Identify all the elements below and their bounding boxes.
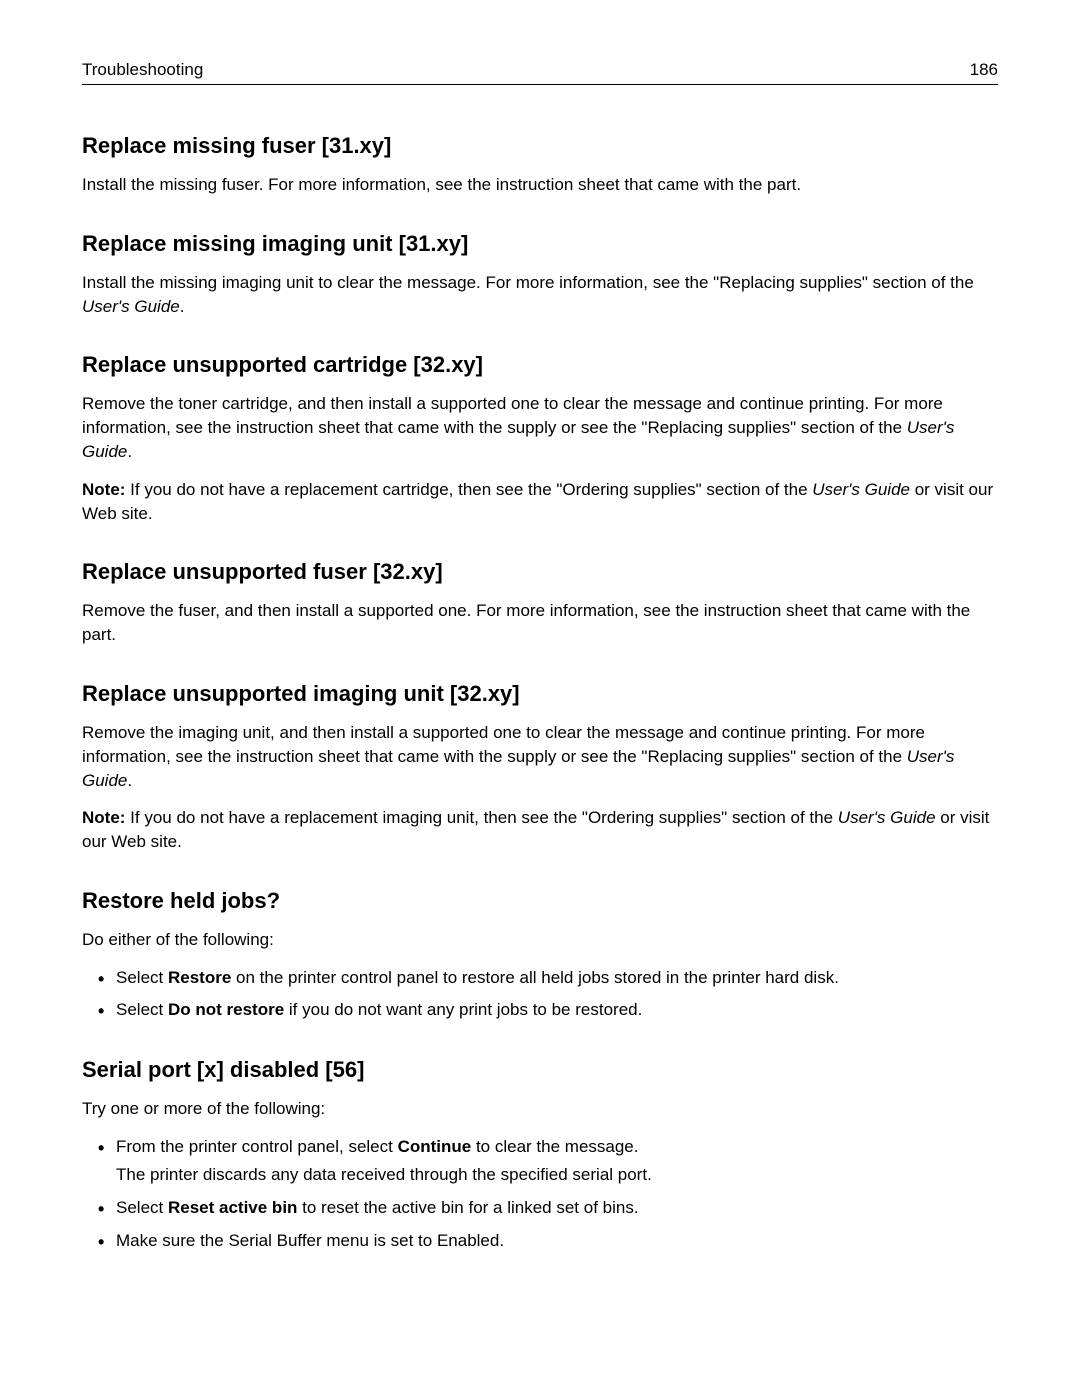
section-restore-held-jobs: Restore held jobs? Do either of the foll… (82, 888, 998, 1023)
section-heading: Restore held jobs? (82, 888, 998, 914)
list-item: Make sure the Serial Buffer menu is set … (104, 1229, 998, 1254)
note-text: Note: If you do not have a replacement c… (82, 478, 998, 526)
section-replace-unsupported-fuser: Replace unsupported fuser [32.xy] Remove… (82, 559, 998, 647)
note-label: Note: (82, 808, 125, 827)
body-text: Remove the imaging unit, and then instal… (82, 721, 998, 792)
body-text: Install the missing fuser. For more info… (82, 173, 998, 197)
list-item: Select Reset active bin to reset the act… (104, 1196, 998, 1221)
section-heading: Replace unsupported imaging unit [32.xy] (82, 681, 998, 707)
header-title: Troubleshooting (82, 60, 203, 80)
page-header: Troubleshooting 186 (82, 60, 998, 85)
italic-text: User's Guide (82, 297, 180, 316)
section-heading: Serial port [x] disabled [56] (82, 1057, 998, 1083)
note-text: Note: If you do not have a replacement i… (82, 806, 998, 854)
bullet-list: Select Restore on the printer control pa… (82, 966, 998, 1023)
section-replace-unsupported-imaging-unit: Replace unsupported imaging unit [32.xy]… (82, 681, 998, 854)
text-run: to reset the active bin for a linked set… (297, 1198, 638, 1217)
body-text: Remove the toner cartridge, and then ins… (82, 392, 998, 463)
list-item: Select Restore on the printer control pa… (104, 966, 998, 991)
text-run: Remove the imaging unit, and then instal… (82, 723, 925, 766)
section-replace-unsupported-cartridge: Replace unsupported cartridge [32.xy] Re… (82, 352, 998, 525)
text-run: Select (116, 1000, 168, 1019)
body-text: Try one or more of the following: (82, 1097, 998, 1121)
text-run: Select (116, 1198, 168, 1217)
section-replace-missing-imaging-unit: Replace missing imaging unit [31.xy] Ins… (82, 231, 998, 319)
text-run: Select (116, 968, 168, 987)
body-text: Do either of the following: (82, 928, 998, 952)
section-serial-port-disabled: Serial port [x] disabled [56] Try one or… (82, 1057, 998, 1253)
body-text: Install the missing imaging unit to clea… (82, 271, 998, 319)
list-item: Select Do not restore if you do not want… (104, 998, 998, 1023)
section-heading: Replace missing fuser [31.xy] (82, 133, 998, 159)
text-run: if you do not want any print jobs to be … (284, 1000, 642, 1019)
bullet-list: From the printer control panel, select C… (82, 1135, 998, 1254)
section-replace-missing-fuser: Replace missing fuser [31.xy] Install th… (82, 133, 998, 197)
section-heading: Replace missing imaging unit [31.xy] (82, 231, 998, 257)
text-run: If you do not have a replacement imaging… (125, 808, 837, 827)
section-heading: Replace unsupported cartridge [32.xy] (82, 352, 998, 378)
italic-text: User's Guide (812, 480, 910, 499)
bold-text: Do not restore (168, 1000, 284, 1019)
text-run: to clear the message. (471, 1137, 638, 1156)
text-run: If you do not have a replacement cartrid… (125, 480, 812, 499)
list-item-subtext: The printer discards any data received t… (116, 1163, 998, 1188)
section-heading: Replace unsupported fuser [32.xy] (82, 559, 998, 585)
text-run: on the printer control panel to restore … (231, 968, 839, 987)
list-item: From the printer control panel, select C… (104, 1135, 998, 1188)
page-number: 186 (970, 60, 998, 80)
bold-text: Continue (398, 1137, 472, 1156)
text-run: . (127, 442, 132, 461)
bold-text: Reset active bin (168, 1198, 297, 1217)
text-run: . (180, 297, 185, 316)
text-run: From the printer control panel, select (116, 1137, 398, 1156)
italic-text: User's Guide (838, 808, 936, 827)
body-text: Remove the fuser, and then install a sup… (82, 599, 998, 647)
note-label: Note: (82, 480, 125, 499)
bold-text: Restore (168, 968, 231, 987)
text-run: . (127, 771, 132, 790)
text-run: Install the missing imaging unit to clea… (82, 273, 974, 292)
text-run: Remove the toner cartridge, and then ins… (82, 394, 943, 437)
